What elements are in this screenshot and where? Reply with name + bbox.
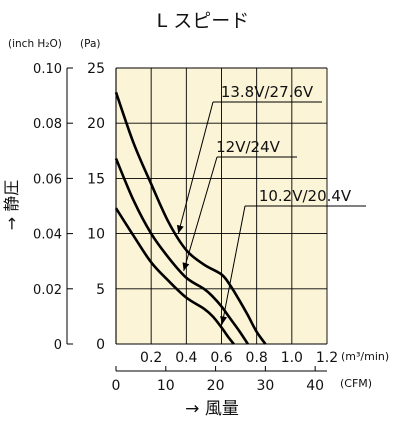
y-tick-label-inch: 0.08 (33, 117, 62, 132)
annotation-arrowhead (176, 224, 184, 234)
x-tick-label-m3: 1.2 (316, 350, 338, 366)
annotation-label: 13.8V/27.6V (221, 83, 314, 101)
annotation-layer: 13.8V/27.6V 12V/24V 10.2V/20.4V (176, 83, 366, 325)
annotation-arrowhead (182, 262, 190, 271)
y-tick-label-inch: 0.02 (33, 283, 62, 298)
unit-pa: (Pa) (80, 38, 101, 50)
series-layer (114, 91, 267, 345)
annotation-leader (221, 205, 246, 325)
y-tick-label-inch: 0.10 (33, 62, 62, 77)
chart-title: L スピード (157, 10, 250, 32)
y-tick-label-inch: 0.06 (33, 172, 62, 187)
y-tick-label-inch: 0.04 (33, 228, 62, 243)
y-tick-label-pa: 5 (96, 282, 105, 298)
annotation-arrowhead (220, 315, 228, 325)
x-tick-label-m3: 0.6 (210, 350, 232, 366)
x-tick-label-cfm: 20 (207, 378, 225, 394)
y-tick-label-pa: 25 (87, 61, 105, 77)
annotation-label: 12V/24V (216, 138, 280, 156)
x-tick-label-cfm: 40 (306, 378, 324, 394)
x-tick-label-m3: 0.4 (175, 350, 197, 366)
y-tick-label-pa: 0 (96, 337, 105, 353)
series-line-2 (114, 207, 235, 345)
y-tick-label-inch: 0 (54, 338, 62, 353)
y-tick-label-pa: 10 (87, 227, 105, 243)
annotation-leader (177, 101, 214, 234)
series-line-1 (114, 158, 249, 345)
x-tick-label-m3: 0.8 (246, 350, 268, 366)
series-line-0 (114, 91, 267, 345)
axis-layer: 0 5 10 15 20 25 0 0.02 0.04 0.06 0.08 0.10 0.2 0.4 0.6… (33, 61, 338, 394)
x-tick-label-cfm: 0 (112, 378, 121, 394)
x-axis-label: → 風量 (185, 399, 239, 419)
annotation-leader (183, 156, 218, 272)
x-tick-label-m3: 0.2 (140, 350, 162, 366)
y-tick-label-pa: 20 (87, 116, 105, 132)
y-tick-label-pa: 15 (87, 171, 105, 187)
annotation-label: 10.2V/20.4V (259, 187, 352, 205)
x-tick-label-cfm: 10 (157, 378, 175, 394)
x-unit-cfm-label: (CFM) (340, 377, 372, 390)
unit-inch-h2o: (inch H₂O) (8, 38, 62, 50)
y-axis-label: → 静圧 (2, 180, 21, 231)
x-tick-label-m3: 1.0 (281, 350, 303, 366)
x-unit-m3-label: (m³/min) (341, 350, 389, 363)
x-tick-label-cfm: 30 (256, 378, 274, 394)
